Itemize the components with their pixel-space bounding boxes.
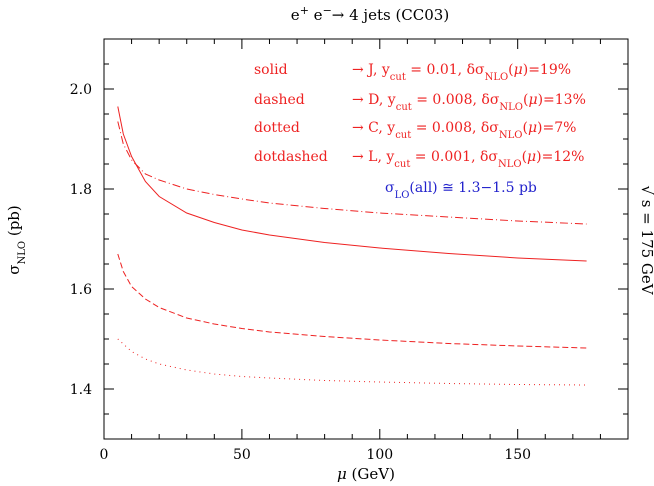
axis-ticks (103, 38, 629, 440)
legend: solid → J, ycut = 0.01, δσNLO(μ)=19% das… (254, 62, 586, 170)
legend-entry-dotdashed-detail: → L, ycut = 0.001, δσNLO(μ)=12% (352, 149, 584, 170)
chart-title: e+ e−→ 4 jets (CC03) (291, 4, 449, 25)
series-line-dotdashed (117, 121, 587, 225)
y-tick-label: 2.0 (70, 82, 92, 98)
legend-entry-dotdashed: dotdashed (254, 149, 328, 165)
x-tick-label: 150 (504, 447, 531, 463)
y-tick-labels: 1.4 1.6 1.8 2.0 (70, 82, 92, 398)
y-tick-label: 1.6 (70, 282, 92, 298)
legend-entry-solid-detail: → J, ycut = 0.01, δσNLO(μ)=19% (352, 62, 571, 83)
x-tick-label: 50 (233, 447, 251, 463)
sqrt-s-label: √ s = 175 GeV (638, 185, 654, 295)
series-line-dotted (117, 338, 587, 386)
legend-entry-dashed-detail: → D, ycut = 0.008, δσNLO(μ)=13% (352, 92, 586, 113)
y-tick-label: 1.8 (70, 182, 92, 198)
series-line-solid (117, 106, 587, 262)
legend-entry-dotted-detail: → C, ycut = 0.008, δσNLO(μ)=7% (352, 120, 576, 141)
x-tick-labels: 0 50 100 150 (100, 447, 532, 463)
x-axis-label: μ (GeV) (337, 465, 395, 483)
y-axis-label: σNLO (pb) (5, 205, 28, 275)
x-tick-label: 100 (366, 447, 393, 463)
legend-entry-solid: solid (254, 62, 288, 78)
legend-entry-dashed: dashed (254, 92, 305, 108)
y-tick-label: 1.4 (70, 382, 92, 398)
series-group (117, 106, 587, 386)
legend-entry-dotted: dotted (254, 120, 300, 136)
series-line-dashed (117, 253, 587, 349)
x-tick-label: 0 (100, 447, 109, 463)
lo-annotation: σLO(all) ≅ 1.3−1.5 pb (385, 180, 537, 201)
